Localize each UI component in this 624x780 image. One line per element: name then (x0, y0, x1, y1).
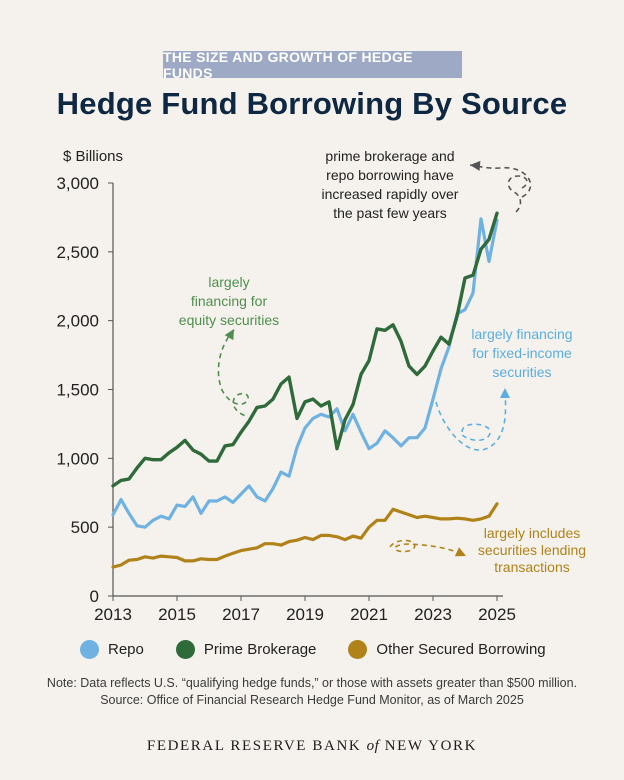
x-tick-label: 2019 (286, 605, 324, 624)
y-tick-label: 0 (90, 587, 99, 606)
annotation-arrow-equity (217, 329, 249, 417)
y-tick-label: 1,000 (56, 449, 99, 468)
footer-name-pre: FEDERAL RESERVE BANK (146, 738, 362, 754)
line-chart: $ Billions 0 500 1,000 1,500 2,000 2,500 3,000… (56, 148, 586, 624)
repo-swatch-icon (80, 639, 99, 659)
annotation-text-prime: prime brokerage and (325, 148, 454, 164)
annotation-text-equity: financing for (191, 293, 268, 309)
annotation-text-equity: largely (208, 274, 249, 290)
y-tick-label: 500 (71, 518, 99, 537)
y-tick-label: 1,500 (56, 381, 99, 400)
note-text: Note: Data reflects U.S. “qualifying hed… (46, 676, 578, 690)
arrowhead-equity-icon (224, 329, 234, 341)
y-tick-label: 2,500 (56, 243, 99, 262)
x-tick-label: 2015 (158, 605, 196, 624)
x-tick-label: 2021 (350, 605, 388, 624)
annotation-text-lending: securities lending (478, 542, 586, 558)
axes: 0 500 1,000 1,500 2,000 2,500 3,000 2013 2015 201… (56, 174, 515, 624)
series-line-other-secured-borrowing (111, 502, 499, 569)
legend-label-repo: Repo (108, 640, 144, 658)
arrowhead-lending-icon (454, 547, 466, 557)
series-group (111, 211, 499, 569)
x-tick-label: 2013 (94, 605, 132, 624)
arrowhead-lending-icon-head (454, 547, 466, 557)
legend-item-prime-brokerage: Prime Brokerage (175, 639, 317, 659)
prime-brokerage-swatch-icon (175, 639, 195, 659)
y-axis-label: $ Billions (63, 148, 123, 165)
series-line-repo (111, 217, 499, 529)
x-tick-label: 2017 (222, 605, 260, 624)
arrowhead-prime-icon-head (470, 160, 481, 171)
legend-label-other-secured: Other Secured Borrowing (376, 640, 546, 658)
series-line-prime-brokerage (111, 211, 499, 488)
x-tick-label: 2023 (414, 605, 452, 624)
arrowhead-fixed-icon (500, 388, 510, 398)
y-tick-label: 3,000 (56, 174, 99, 193)
page-title: Hedge Fund Borrowing By Source (56, 86, 568, 121)
annotation-text-prime: the past few years (333, 205, 447, 221)
arrowhead-equity-icon-head (224, 329, 234, 341)
annotation-text-equity: equity securities (179, 312, 279, 328)
other-secured-swatch-icon (348, 639, 368, 659)
footer-logo: FEDERAL RESERVE BANK of NEW YORK (0, 738, 624, 755)
source-text: Source: Office of Financial Research Hed… (100, 693, 524, 707)
legend: Repo Prime Brokerage Other Secured Borro… (80, 638, 578, 660)
legend-item-repo: Repo (80, 639, 144, 659)
footer-name-post: NEW YORK (384, 738, 478, 754)
annotations: prime brokerage and repo borrowing have in… (179, 148, 586, 575)
footer-name-of: of (366, 738, 380, 754)
x-tick-label: 2025 (478, 605, 516, 624)
note: Note: Data reflects U.S. “qualifying hed… (0, 675, 624, 709)
y-tick-label: 2,000 (56, 312, 99, 331)
legend-label-prime-brokerage: Prime Brokerage (203, 640, 317, 658)
annotation-text-fixed: largely financing (471, 326, 572, 342)
annotation-text-fixed: for fixed-income (472, 345, 572, 361)
annotation-arrow-lending (389, 539, 465, 557)
annotation-text-lending: largely includes (484, 525, 581, 541)
arrowhead-fixed-icon-head (500, 388, 510, 398)
annotation-loop-prime (507, 175, 528, 213)
annotation-text-lending: transactions (494, 559, 569, 575)
annotation-text-fixed: securities (492, 364, 551, 380)
legend-item-other-secured: Other Secured Borrowing (348, 639, 546, 659)
arrowhead-prime-icon (470, 160, 481, 171)
annotation-loop-fixed (460, 423, 491, 442)
annotation-text-prime: repo borrowing have (326, 167, 454, 183)
annotation-arrow-fixed (435, 391, 507, 451)
annotation-text-prime: increased rapidly over (322, 186, 459, 202)
section-banner: THE SIZE AND GROWTH OF HEDGE FUNDS (163, 49, 462, 81)
